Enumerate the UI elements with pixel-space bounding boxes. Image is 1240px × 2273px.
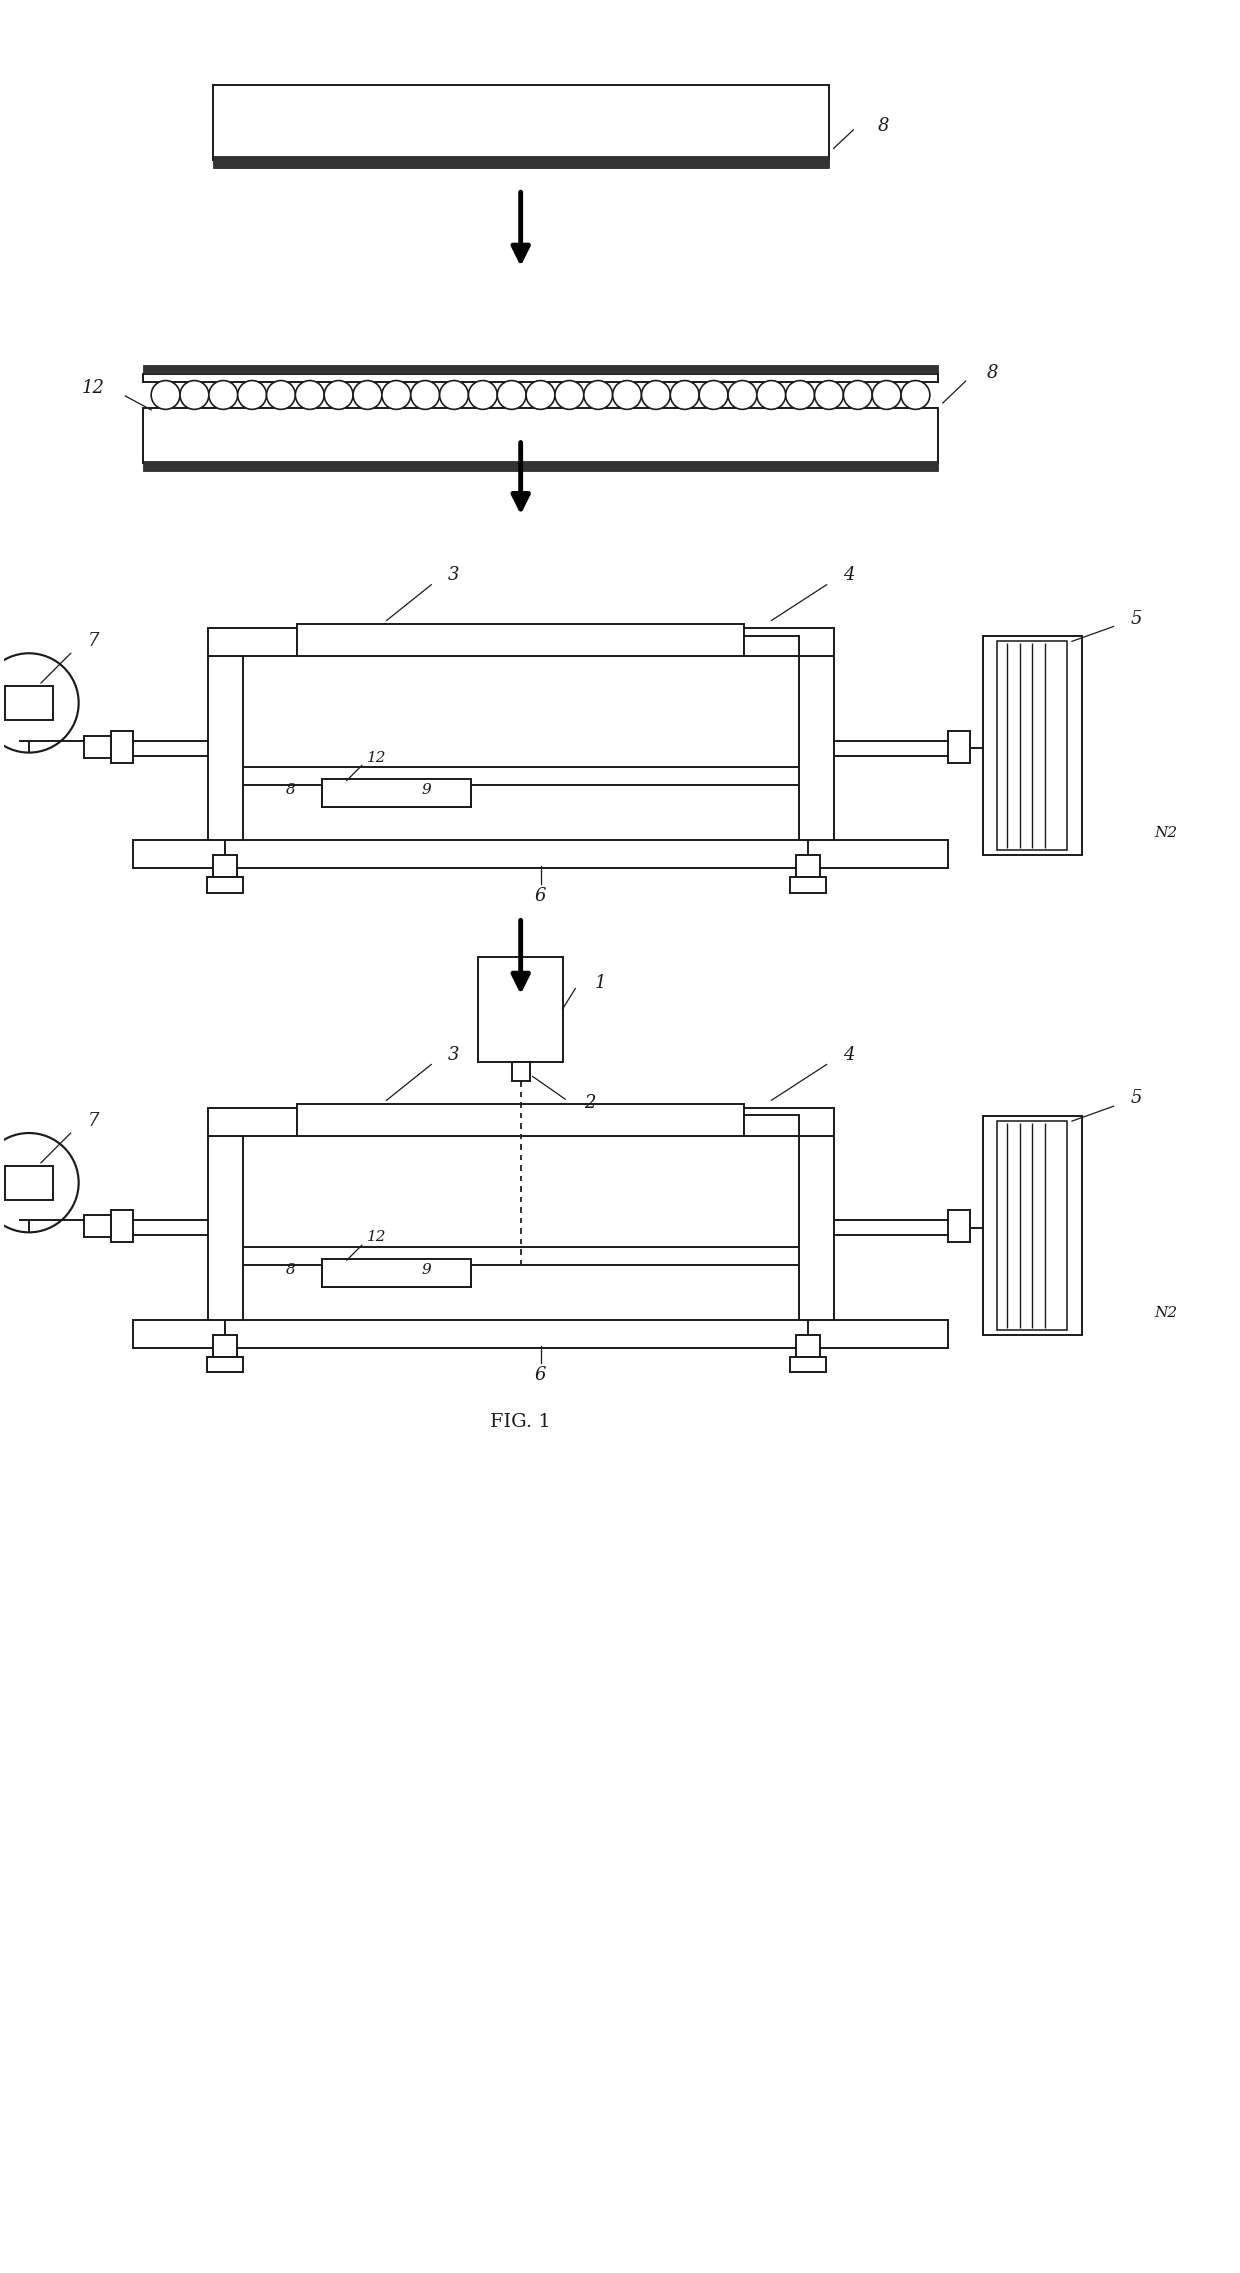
Text: 8: 8 [285,784,295,798]
Bar [997,641,1066,850]
Circle shape [208,380,238,409]
Bar [322,786,471,807]
Text: 4: 4 [843,566,854,584]
Bar [213,155,828,168]
Text: 5: 5 [1131,609,1142,627]
Bar [744,1116,799,1136]
Bar [213,84,828,159]
Text: 2: 2 [584,1093,596,1111]
Bar [322,1259,471,1287]
Bar [5,1166,53,1200]
Bar [322,780,471,807]
Circle shape [324,380,353,409]
Bar [790,877,826,893]
Bar [83,1216,112,1237]
Text: 8: 8 [987,364,998,382]
Bar [208,627,833,657]
Bar [947,1212,970,1243]
Text: 9: 9 [422,1264,432,1277]
Bar [112,1212,133,1243]
Text: 7: 7 [88,1111,99,1130]
Bar [796,1334,820,1357]
Bar [133,1321,947,1348]
Text: 12: 12 [367,750,387,764]
Bar [112,730,133,761]
Bar [207,1357,243,1373]
Circle shape [815,380,843,409]
Bar [479,957,563,1061]
Text: N2: N2 [1154,825,1178,841]
Text: 7: 7 [88,632,99,650]
Text: 3: 3 [448,566,459,584]
Circle shape [180,380,208,409]
Circle shape [382,380,410,409]
Bar [322,1266,471,1287]
Bar [133,841,947,868]
Circle shape [526,380,556,409]
Circle shape [584,380,613,409]
Circle shape [556,380,584,409]
Bar [5,686,53,721]
Bar [144,407,937,464]
Circle shape [151,380,180,409]
Bar [982,636,1081,855]
Bar [947,730,970,761]
Bar [144,461,937,471]
Bar [83,736,112,757]
Text: 6: 6 [534,1366,547,1384]
Bar [138,1323,942,1346]
Text: 1: 1 [594,975,606,993]
Bar [298,1105,744,1136]
Text: 5: 5 [1131,1089,1142,1107]
Bar [207,877,243,893]
Bar [208,657,243,841]
Bar [997,1121,1066,1330]
Circle shape [295,380,324,409]
Bar [799,657,833,841]
Text: 9: 9 [422,784,432,798]
Text: FIG. 1: FIG. 1 [490,1414,551,1432]
Text: 3: 3 [448,1046,459,1064]
Bar [138,843,942,864]
Bar [744,636,799,657]
Text: 12: 12 [82,380,105,398]
Circle shape [497,380,526,409]
Circle shape [267,380,295,409]
Text: 6: 6 [534,886,547,905]
Bar [208,1109,833,1136]
Bar [213,1334,237,1357]
Circle shape [410,380,439,409]
Circle shape [872,380,901,409]
Bar [213,855,237,877]
Circle shape [440,380,469,409]
Text: 4: 4 [843,1046,854,1064]
Text: 8: 8 [285,1264,295,1277]
Circle shape [756,380,786,409]
Circle shape [469,380,497,409]
Bar [208,1136,243,1321]
Text: N2: N2 [1154,1305,1178,1321]
Bar [790,1357,826,1373]
Circle shape [671,380,699,409]
Bar [512,1061,529,1082]
Bar [144,364,937,373]
Bar [796,855,820,877]
Circle shape [699,380,728,409]
Circle shape [613,380,641,409]
Circle shape [843,380,872,409]
Circle shape [728,380,756,409]
Text: 8: 8 [878,118,889,134]
Circle shape [238,380,267,409]
Circle shape [641,380,671,409]
Circle shape [901,380,930,409]
Bar [144,373,937,382]
Bar [298,625,744,657]
Circle shape [353,380,382,409]
Circle shape [786,380,815,409]
Bar [799,1136,833,1321]
Text: 12: 12 [367,1230,387,1243]
Bar [982,1116,1081,1334]
